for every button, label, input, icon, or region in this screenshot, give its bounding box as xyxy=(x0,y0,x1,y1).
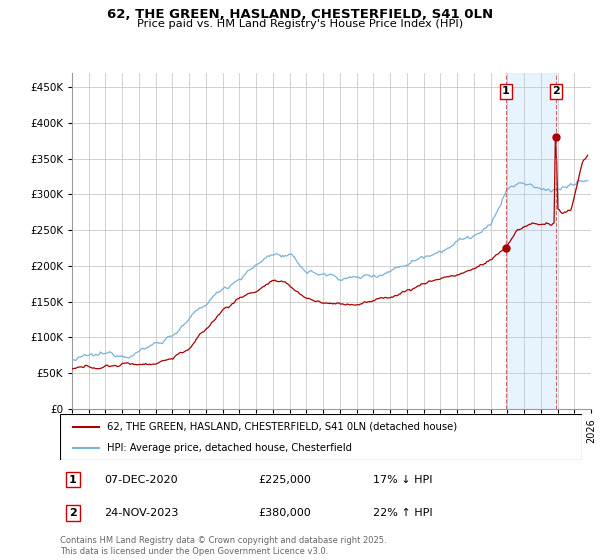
Text: HPI: Average price, detached house, Chesterfield: HPI: Average price, detached house, Ches… xyxy=(107,443,352,453)
Text: 17% ↓ HPI: 17% ↓ HPI xyxy=(373,475,433,484)
Text: 2: 2 xyxy=(69,508,77,518)
Text: 1: 1 xyxy=(69,475,77,484)
Text: 62, THE GREEN, HASLAND, CHESTERFIELD, S41 0LN (detached house): 62, THE GREEN, HASLAND, CHESTERFIELD, S4… xyxy=(107,422,457,432)
Text: 07-DEC-2020: 07-DEC-2020 xyxy=(104,475,178,484)
Text: 22% ↑ HPI: 22% ↑ HPI xyxy=(373,508,433,518)
Bar xyxy=(506,73,556,409)
Text: 1: 1 xyxy=(502,86,510,96)
Text: 62, THE GREEN, HASLAND, CHESTERFIELD, S41 0LN: 62, THE GREEN, HASLAND, CHESTERFIELD, S4… xyxy=(107,8,493,21)
Text: 24-NOV-2023: 24-NOV-2023 xyxy=(104,508,179,518)
Text: 2: 2 xyxy=(552,86,560,96)
Text: £380,000: £380,000 xyxy=(259,508,311,518)
Text: Contains HM Land Registry data © Crown copyright and database right 2025.
This d: Contains HM Land Registry data © Crown c… xyxy=(60,536,386,556)
Text: £225,000: £225,000 xyxy=(259,475,311,484)
Text: Price paid vs. HM Land Registry's House Price Index (HPI): Price paid vs. HM Land Registry's House … xyxy=(137,19,463,29)
